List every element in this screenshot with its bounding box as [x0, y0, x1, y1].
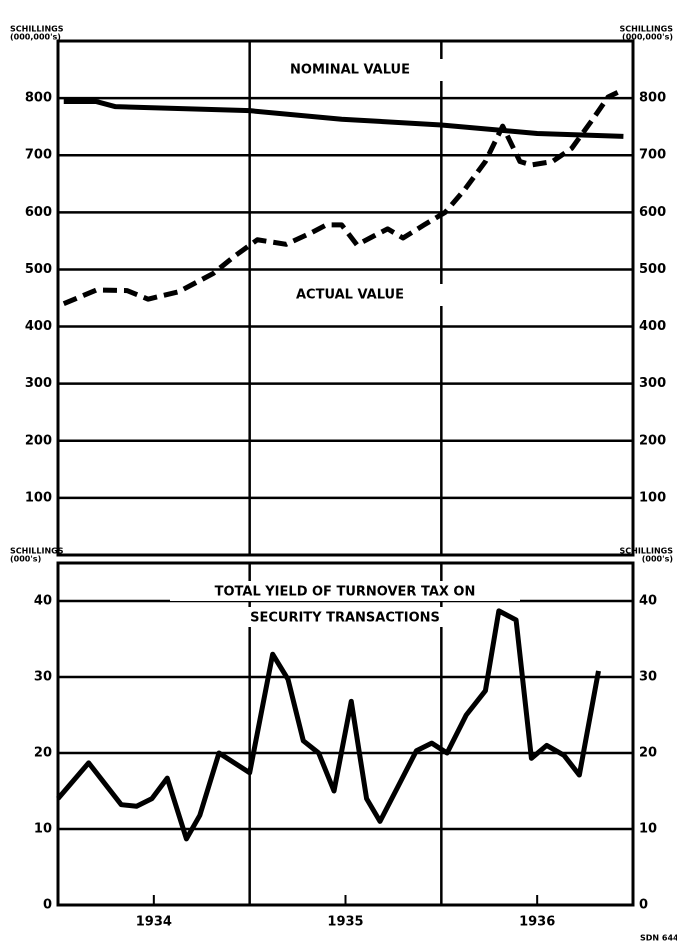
y2-tick-label: 300	[639, 376, 666, 391]
title-bg	[170, 581, 520, 601]
y-axis-label: SCHILLINGS	[10, 547, 64, 556]
series-label-bg	[255, 59, 445, 81]
y2-tick-label: 10	[639, 822, 657, 837]
y-tick-label: 10	[34, 822, 52, 837]
y-tick-label: 500	[25, 262, 52, 277]
y-axis-label: SCHILLINGS	[10, 25, 64, 34]
y2-axis-label: SCHILLINGS	[620, 547, 674, 556]
y-axis-label: (000's)	[10, 555, 41, 564]
x-tick-label: 1936	[519, 915, 555, 930]
x-tick-label: 1935	[327, 915, 363, 930]
y2-tick-label: 400	[639, 319, 666, 334]
y-tick-label: 20	[34, 746, 52, 761]
data-line	[63, 99, 624, 139]
y-tick-label: 100	[25, 490, 52, 505]
series-label-bg	[255, 284, 445, 306]
y-tick-label: 800	[25, 91, 52, 106]
plot-frame	[56, 39, 635, 557]
y2-tick-label: 30	[639, 670, 657, 685]
y-tick-label: 700	[25, 148, 52, 163]
y2-tick-label: 700	[639, 148, 666, 163]
y-axis-label: (000,000's)	[10, 33, 61, 42]
y2-axis-label: (000's)	[642, 555, 673, 564]
y2-tick-label: 200	[639, 433, 666, 448]
y2-tick-label: 100	[639, 490, 666, 505]
y2-tick-label: 800	[639, 91, 666, 106]
data-line	[56, 608, 601, 842]
footer: SDN 6447	[640, 934, 677, 943]
series-label: NOMINAL VALUE	[290, 63, 410, 78]
series-label: ACTUAL VALUE	[296, 288, 404, 303]
chart-title: SECURITY TRANSACTIONS	[250, 611, 440, 626]
y2-tick-label: 0	[639, 898, 648, 913]
data-line	[62, 90, 619, 307]
y2-tick-label: 40	[639, 594, 657, 609]
y2-axis-label: SCHILLINGS	[620, 25, 674, 34]
y2-tick-label: 500	[639, 262, 666, 277]
y-tick-label: 30	[34, 670, 52, 685]
y-tick-label: 0	[43, 898, 52, 913]
y2-tick-label: 600	[639, 205, 666, 220]
x-tick-label: 1934	[136, 915, 172, 930]
y2-axis-label: (000,000's)	[622, 33, 673, 42]
y-tick-label: 200	[25, 433, 52, 448]
chart-title: TOTAL YIELD OF TURNOVER TAX ON	[215, 585, 476, 600]
y-tick-label: 600	[25, 205, 52, 220]
y-tick-label: 40	[34, 594, 52, 609]
title-bg	[200, 607, 490, 627]
y-tick-label: 300	[25, 376, 52, 391]
y-tick-label: 400	[25, 319, 52, 334]
y2-tick-label: 20	[639, 746, 657, 761]
